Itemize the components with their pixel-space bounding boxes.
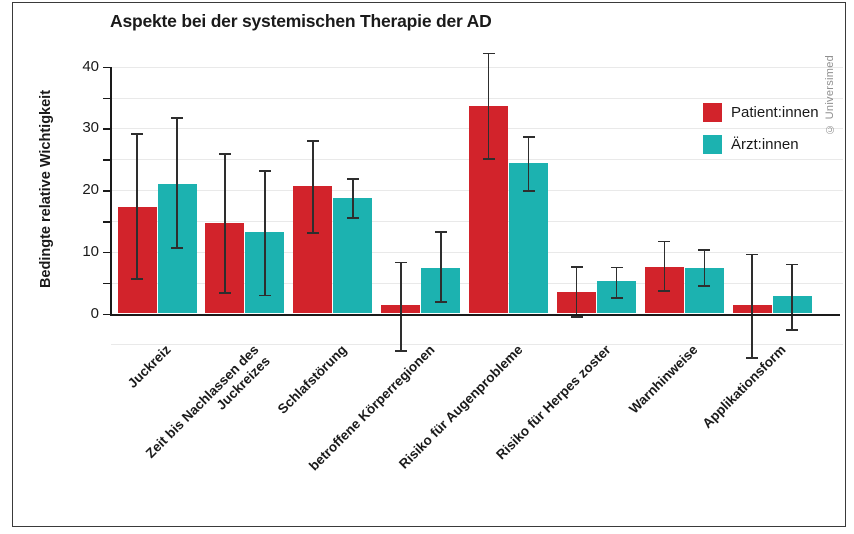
error-bar-cap-top [394, 261, 407, 264]
y-tick [103, 282, 111, 285]
x-category-label: Risiko für Augenprobleme [395, 342, 526, 472]
error-bar-line [615, 266, 618, 299]
error-bar-cap-bottom [394, 350, 407, 352]
error-bar-cap-bottom [610, 297, 623, 299]
error-bar-cap-bottom [482, 158, 495, 161]
x-category-label: Schlafstörung [274, 342, 350, 417]
y-tick-label: 30 [82, 119, 99, 137]
error-bar-cap-bottom [171, 247, 183, 249]
error-bar-line [791, 263, 794, 331]
y-tick [103, 159, 111, 161]
error-bar-cap-top [610, 266, 623, 269]
chart-title: Aspekte bei der systemischen Therapie de… [110, 11, 492, 31]
error-bar-line [224, 153, 226, 294]
error-bar-line [311, 140, 314, 234]
error-bar-cap-bottom [434, 300, 447, 303]
error-bar-cap-bottom [306, 232, 319, 235]
error-bar-cap-top [258, 169, 271, 172]
error-bar-line [527, 136, 530, 191]
legend-label: Ärzt:innen [731, 136, 799, 153]
grid-line [111, 97, 843, 99]
error-bar-line [176, 117, 178, 249]
error-bar-cap-top [434, 230, 447, 233]
error-bar-line [663, 240, 666, 292]
error-bar-cap-bottom [658, 290, 671, 293]
error-bar-line [575, 265, 578, 318]
error-bar-cap-bottom [698, 284, 711, 287]
error-bar-line [264, 169, 266, 296]
legend-swatch [703, 103, 722, 122]
legend-label: Patient:innen [731, 104, 819, 121]
error-bar-cap-top [131, 133, 143, 136]
y-tick [103, 97, 111, 100]
error-bar-cap-bottom [258, 294, 271, 297]
error-bar-cap-top [698, 248, 711, 251]
grid-line [111, 344, 843, 346]
x-axis-line [110, 313, 840, 316]
y-tick [103, 128, 111, 130]
legend-item: Patient:innen [703, 103, 819, 122]
error-bar-cap-top [171, 117, 183, 120]
error-bar-line [351, 177, 354, 218]
error-bar-cap-top [346, 177, 359, 180]
y-tick [103, 251, 111, 254]
y-tick-label: 10 [82, 242, 99, 260]
x-category-label: betroffene Körperregionen [305, 342, 438, 474]
y-tick-label: 0 [90, 304, 99, 322]
error-bar-line [439, 230, 442, 302]
error-bar-cap-bottom [570, 316, 583, 318]
error-bar-cap-bottom [786, 329, 799, 331]
x-category-label: Applikationsform [699, 342, 789, 432]
x-category-label: Warnhinweise [626, 342, 701, 417]
error-bar-cap-top [570, 265, 583, 268]
x-category-label: Zeit bis Nachlassen des Juckreizes [142, 342, 273, 461]
legend: Patient:innen Ärzt:innen [703, 103, 819, 167]
y-tick [103, 313, 111, 316]
error-bar-cap-top [522, 136, 535, 139]
y-tick-label: 40 [82, 57, 99, 75]
y-tick [103, 66, 111, 69]
error-bar-cap-top [786, 263, 799, 266]
y-tick-label: 20 [82, 181, 99, 199]
grid-line [111, 66, 843, 68]
legend-swatch [703, 135, 722, 154]
error-bar-cap-bottom [346, 216, 359, 219]
x-category-label: Risiko für Herpes zoster [492, 342, 614, 463]
error-bar-line [703, 248, 706, 286]
y-tick [103, 190, 111, 192]
error-bar-cap-bottom [218, 292, 231, 294]
error-bar-line [136, 133, 138, 279]
error-bar-line [399, 261, 402, 352]
error-bar-cap-bottom [131, 277, 143, 280]
error-bar-cap-top [482, 52, 495, 55]
error-bar-cap-top [746, 253, 759, 256]
error-bar-line [751, 253, 754, 358]
copyright-watermark: © Universimed [824, 54, 836, 135]
error-bar-cap-top [658, 240, 671, 243]
error-bar-cap-bottom [746, 356, 759, 359]
error-bar-cap-bottom [522, 189, 535, 192]
error-bar-cap-top [306, 140, 319, 142]
error-bar-line [487, 52, 490, 160]
legend-item: Ärzt:innen [703, 135, 819, 154]
y-tick [103, 220, 111, 223]
error-bar-cap-top [218, 153, 231, 155]
